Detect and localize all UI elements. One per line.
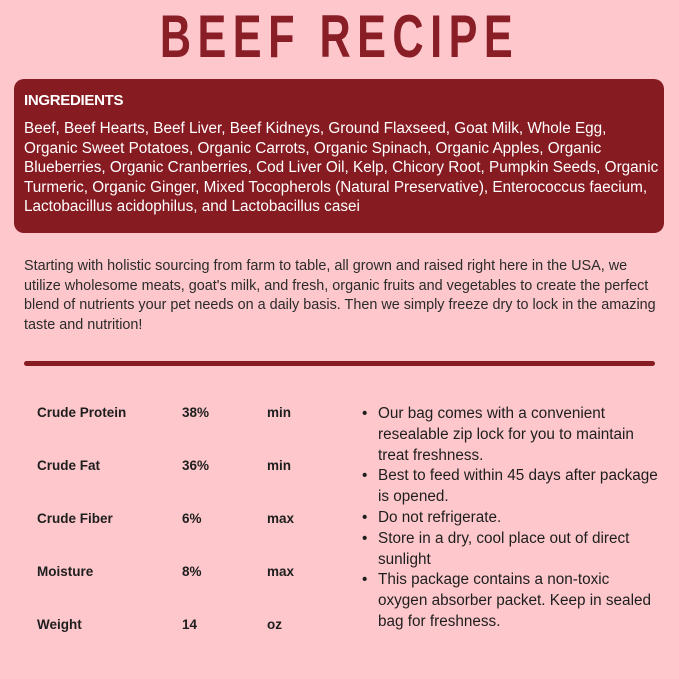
page-title: BEEF RECIPE [159, 3, 520, 70]
analysis-name: Crude Protein [37, 405, 127, 420]
analysis-value: 38% [182, 405, 210, 420]
analysis-value: 8% [182, 564, 202, 579]
ingredients-text: Beef, Beef Hearts, Beef Liver, Beef Kidn… [24, 120, 659, 215]
divider [24, 361, 655, 366]
list-item: Store in a dry, cool place out of direct… [362, 529, 662, 571]
analysis-unit: min [267, 405, 292, 420]
list-item: This package contains a non-toxic oxygen… [362, 570, 662, 632]
analysis-name: Weight [37, 617, 82, 632]
intro-paragraph: Starting with holistic sourcing from far… [24, 258, 656, 333]
analysis-name: Crude Fiber [37, 511, 113, 526]
ingredients-heading: INGREDIENTS [24, 92, 124, 109]
analysis-unit: max [267, 511, 295, 526]
ingredients-box: INGREDIENTS Beef, Beef Hearts, Beef Live… [14, 79, 664, 233]
analysis-value: 6% [182, 511, 202, 526]
analysis-value: 14 [182, 617, 198, 632]
care-notes-list: Our bag comes with a convenient resealab… [362, 404, 662, 633]
analysis-unit: oz [267, 617, 282, 632]
list-item: Best to feed within 45 days after packag… [362, 466, 662, 508]
list-item: Do not refrigerate. [362, 508, 662, 529]
analysis-value: 36% [182, 458, 210, 473]
analysis-unit: min [267, 458, 292, 473]
analysis-name: Crude Fat [37, 458, 101, 473]
analysis-name: Moisture [37, 564, 94, 579]
list-item: Our bag comes with a convenient resealab… [362, 404, 662, 466]
analysis-unit: max [267, 564, 295, 579]
